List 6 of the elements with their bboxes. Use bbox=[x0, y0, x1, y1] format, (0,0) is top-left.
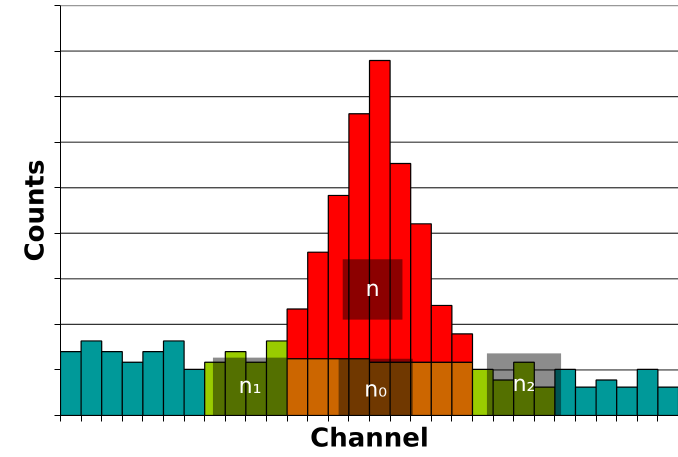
x-axis-title: Channel bbox=[310, 424, 429, 454]
y-axis-title: Counts bbox=[20, 160, 50, 262]
annotation: n₀ bbox=[364, 377, 388, 402]
annotation: n₁ bbox=[238, 374, 262, 400]
annotation: n₂ bbox=[512, 372, 536, 397]
annotation: n bbox=[366, 276, 380, 302]
